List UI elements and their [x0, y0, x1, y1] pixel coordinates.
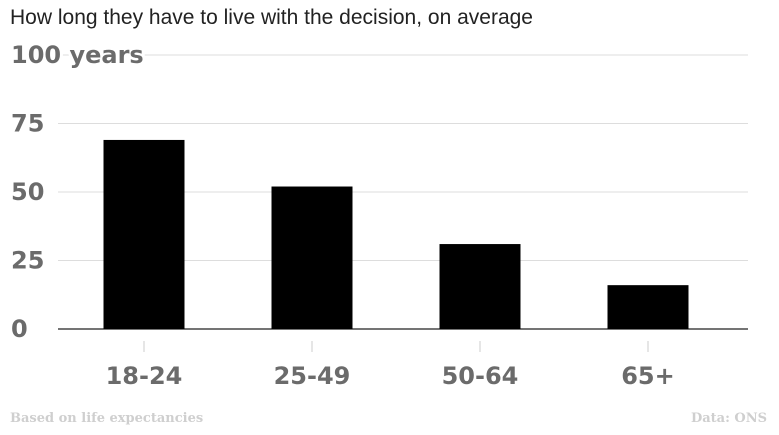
footer-note: Based on life expectancies	[10, 411, 204, 426]
y-axis-ticks: 0 25 50 75 100 years	[8, 38, 147, 343]
bar-25-49	[271, 186, 353, 329]
x-axis-ticks: 18-24 25-49 50-64 65+	[106, 341, 675, 390]
y-tick-label: 50	[11, 178, 44, 206]
x-tick-label: 65+	[621, 362, 675, 390]
y-tick-label: 0	[11, 315, 28, 343]
footer-source: Data: ONS	[690, 411, 767, 426]
x-tick-label: 18-24	[106, 362, 183, 390]
y-tick-label: 75	[11, 110, 44, 138]
x-tick-label: 25-49	[274, 362, 351, 390]
bar-18-24	[103, 139, 185, 329]
y-tick-label: 100 years	[11, 41, 144, 69]
x-tick-label: 50-64	[442, 362, 519, 390]
y-tick-label: 25	[11, 247, 44, 275]
bar-65+	[607, 285, 689, 329]
bars	[103, 139, 689, 329]
bar-50-64	[439, 244, 521, 329]
chart-title: How long they have to live with the deci…	[10, 6, 533, 29]
